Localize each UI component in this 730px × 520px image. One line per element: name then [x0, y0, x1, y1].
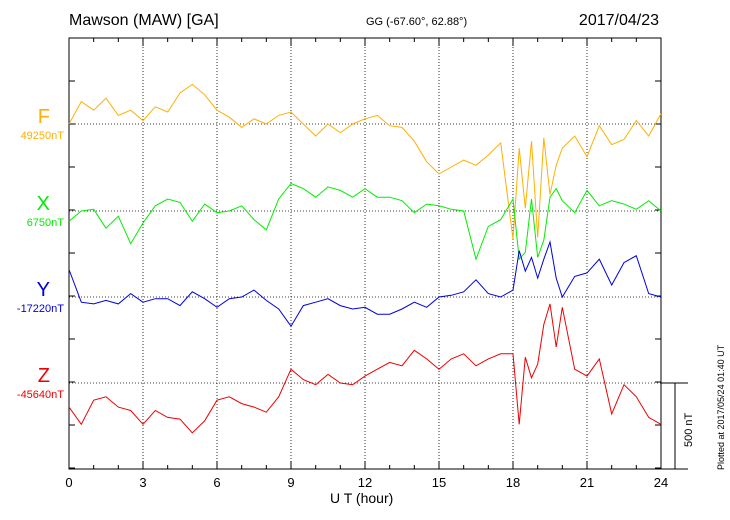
x-tick-label: 24: [654, 475, 668, 490]
series-line-x: [68, 182, 662, 261]
scale-bar-label: 500 nT: [683, 412, 695, 447]
x-tick-label: 6: [213, 475, 220, 490]
component-label-z: Z: [37, 365, 50, 387]
date-label: 2017/04/23: [578, 12, 659, 29]
x-tick-label: 18: [506, 475, 520, 490]
x-tick-label: 12: [358, 475, 372, 490]
x-axis-label: U T (hour): [330, 490, 394, 506]
series-line-f: [68, 83, 662, 240]
series-line-z: [68, 303, 662, 434]
x-tick-label: 21: [580, 475, 594, 490]
geographic-coordinates: GG (-67.60°, 62.88°): [366, 16, 468, 28]
baseline-label-f: 49250nT: [20, 130, 64, 142]
x-tick-label: 0: [65, 475, 72, 490]
series-line-y: [68, 240, 662, 328]
component-label-f: F: [37, 106, 50, 128]
x-tick-label: 15: [432, 475, 446, 490]
x-tick-label: 9: [287, 475, 294, 490]
baseline-label-x: 6750nT: [26, 217, 64, 229]
plot-timestamp: Plotted at 2017/05/24 01:40 UT: [716, 344, 726, 470]
baseline-label-y: -17220nT: [16, 303, 64, 315]
component-label-y: Y: [36, 279, 50, 301]
component-label-x: X: [36, 193, 50, 215]
station-title: Mawson (MAW) [GA]: [69, 12, 219, 29]
x-tick-label: 3: [139, 475, 146, 490]
baseline-label-z: -45640nT: [16, 389, 64, 401]
